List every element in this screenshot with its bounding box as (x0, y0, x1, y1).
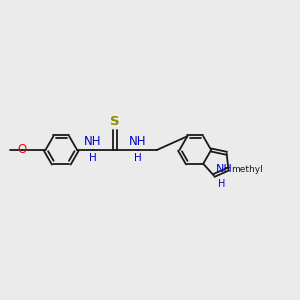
Text: H: H (218, 179, 226, 189)
Text: NH: NH (84, 135, 101, 148)
Text: H: H (89, 153, 97, 163)
Text: methyl: methyl (231, 165, 263, 174)
Text: S: S (110, 116, 120, 128)
Text: NH: NH (216, 164, 232, 174)
Text: H: H (134, 153, 142, 163)
Text: NH: NH (129, 135, 147, 148)
Text: O: O (18, 143, 27, 156)
